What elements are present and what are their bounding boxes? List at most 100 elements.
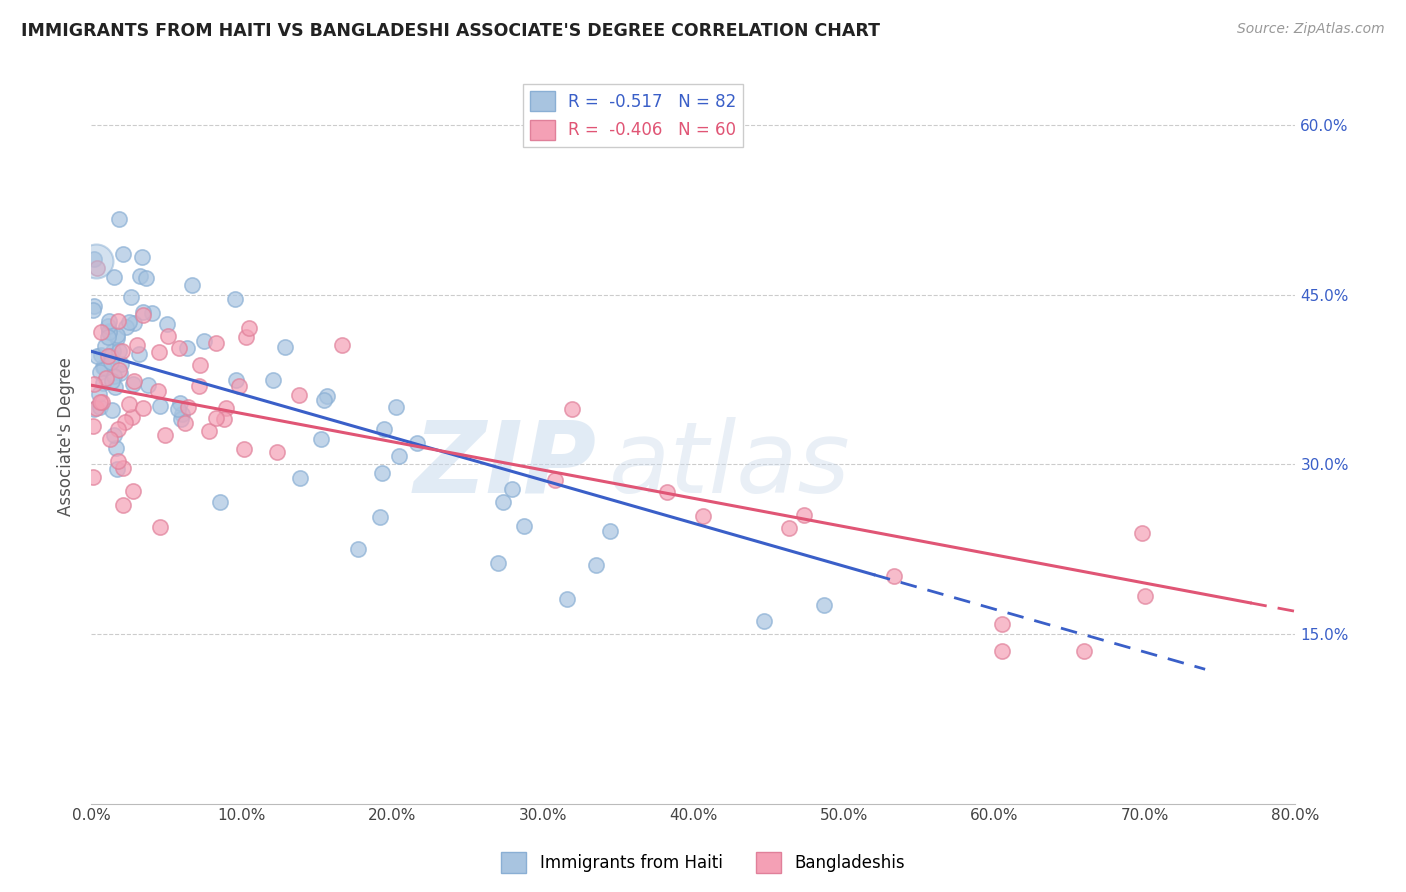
Point — [97, 325, 120, 339]
Point — [128, 346, 150, 360]
Point — [882, 569, 904, 583]
Point — [104, 441, 127, 455]
Point — [91, 395, 114, 409]
Point — [84, 401, 107, 415]
Point — [149, 520, 172, 534]
Point — [274, 340, 297, 354]
Point — [89, 395, 111, 409]
Point — [105, 328, 128, 343]
Point — [224, 292, 246, 306]
Point — [153, 427, 176, 442]
Point — [149, 399, 172, 413]
Point — [87, 386, 110, 401]
Point — [167, 341, 190, 355]
Point — [93, 360, 115, 375]
Point — [146, 384, 169, 398]
Point — [793, 508, 815, 522]
Point — [101, 375, 124, 389]
Point — [225, 373, 247, 387]
Point — [585, 558, 607, 573]
Point — [89, 366, 111, 380]
Point — [111, 343, 134, 358]
Point — [112, 461, 135, 475]
Point — [214, 412, 236, 426]
Point — [555, 591, 578, 606]
Point — [170, 412, 193, 426]
Text: atlas: atlas — [609, 417, 851, 514]
Point — [128, 268, 150, 283]
Point — [233, 442, 256, 457]
Point — [110, 358, 132, 372]
Point — [197, 424, 219, 438]
Point — [148, 344, 170, 359]
Point — [205, 410, 228, 425]
Point — [91, 376, 114, 391]
Legend: Immigrants from Haiti, Bangladeshis: Immigrants from Haiti, Bangladeshis — [495, 846, 911, 880]
Point — [114, 415, 136, 429]
Point — [90, 348, 112, 362]
Point — [312, 392, 335, 407]
Point — [1073, 644, 1095, 658]
Point — [103, 427, 125, 442]
Point — [167, 401, 190, 416]
Point — [97, 314, 120, 328]
Point — [122, 316, 145, 330]
Point — [83, 402, 105, 417]
Point — [98, 432, 121, 446]
Point — [82, 418, 104, 433]
Point — [94, 371, 117, 385]
Point — [180, 277, 202, 292]
Point — [215, 401, 238, 415]
Point — [173, 416, 195, 430]
Point — [121, 410, 143, 425]
Point — [486, 556, 509, 570]
Point — [405, 436, 427, 450]
Point — [125, 338, 148, 352]
Text: IMMIGRANTS FROM HAITI VS BANGLADESHI ASSOCIATE'S DEGREE CORRELATION CHART: IMMIGRANTS FROM HAITI VS BANGLADESHI ASS… — [21, 22, 880, 40]
Point — [190, 359, 212, 373]
Point — [89, 401, 111, 415]
Point — [135, 271, 157, 285]
Point — [544, 473, 567, 487]
Point — [132, 305, 155, 319]
Point — [111, 499, 134, 513]
Point — [96, 330, 118, 344]
Point — [91, 359, 114, 374]
Point — [692, 508, 714, 523]
Point — [156, 317, 179, 331]
Point — [513, 519, 536, 533]
Point — [599, 524, 621, 539]
Text: ZIP: ZIP — [413, 417, 598, 514]
Point — [368, 509, 391, 524]
Point — [193, 334, 215, 349]
Point — [501, 482, 523, 496]
Point — [371, 466, 394, 480]
Point — [101, 402, 124, 417]
Point — [121, 377, 143, 392]
Point — [122, 374, 145, 388]
Point — [94, 338, 117, 352]
Point — [86, 349, 108, 363]
Point — [262, 373, 284, 387]
Point — [655, 484, 678, 499]
Point — [97, 349, 120, 363]
Point — [122, 483, 145, 498]
Point — [131, 401, 153, 415]
Point — [132, 309, 155, 323]
Point — [385, 401, 408, 415]
Point — [157, 329, 180, 343]
Point — [83, 299, 105, 313]
Point — [1133, 589, 1156, 603]
Point — [205, 335, 228, 350]
Point — [288, 387, 311, 401]
Point — [112, 246, 135, 260]
Point — [315, 389, 337, 403]
Point — [121, 290, 143, 304]
Point — [110, 366, 132, 380]
Point — [101, 343, 124, 358]
Point — [83, 252, 105, 266]
Point — [561, 402, 583, 417]
Legend: R =  -0.517   N = 82, R =  -0.406   N = 60: R = -0.517 N = 82, R = -0.406 N = 60 — [523, 84, 742, 146]
Point — [752, 614, 775, 628]
Point — [991, 644, 1014, 658]
